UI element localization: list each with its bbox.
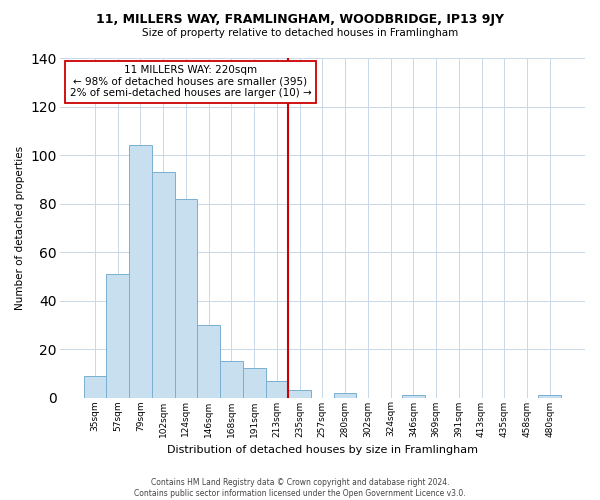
Bar [538, 395, 561, 398]
Text: Size of property relative to detached houses in Framlingham: Size of property relative to detached ho… [142, 28, 458, 38]
Bar [334, 392, 356, 398]
Y-axis label: Number of detached properties: Number of detached properties [15, 146, 25, 310]
Bar [288, 390, 311, 398]
Bar [129, 146, 152, 398]
Bar [197, 325, 220, 398]
Text: 11 MILLERS WAY: 220sqm
← 98% of detached houses are smaller (395)
2% of semi-det: 11 MILLERS WAY: 220sqm ← 98% of detached… [70, 66, 311, 98]
Bar [106, 274, 129, 398]
Bar [243, 368, 266, 398]
Text: 11, MILLERS WAY, FRAMLINGHAM, WOODBRIDGE, IP13 9JY: 11, MILLERS WAY, FRAMLINGHAM, WOODBRIDGE… [96, 12, 504, 26]
Bar [402, 395, 425, 398]
Bar [83, 376, 106, 398]
Bar [220, 361, 243, 398]
Bar [175, 198, 197, 398]
Text: Contains HM Land Registry data © Crown copyright and database right 2024.
Contai: Contains HM Land Registry data © Crown c… [134, 478, 466, 498]
Bar [266, 380, 288, 398]
Bar [152, 172, 175, 398]
X-axis label: Distribution of detached houses by size in Framlingham: Distribution of detached houses by size … [167, 445, 478, 455]
